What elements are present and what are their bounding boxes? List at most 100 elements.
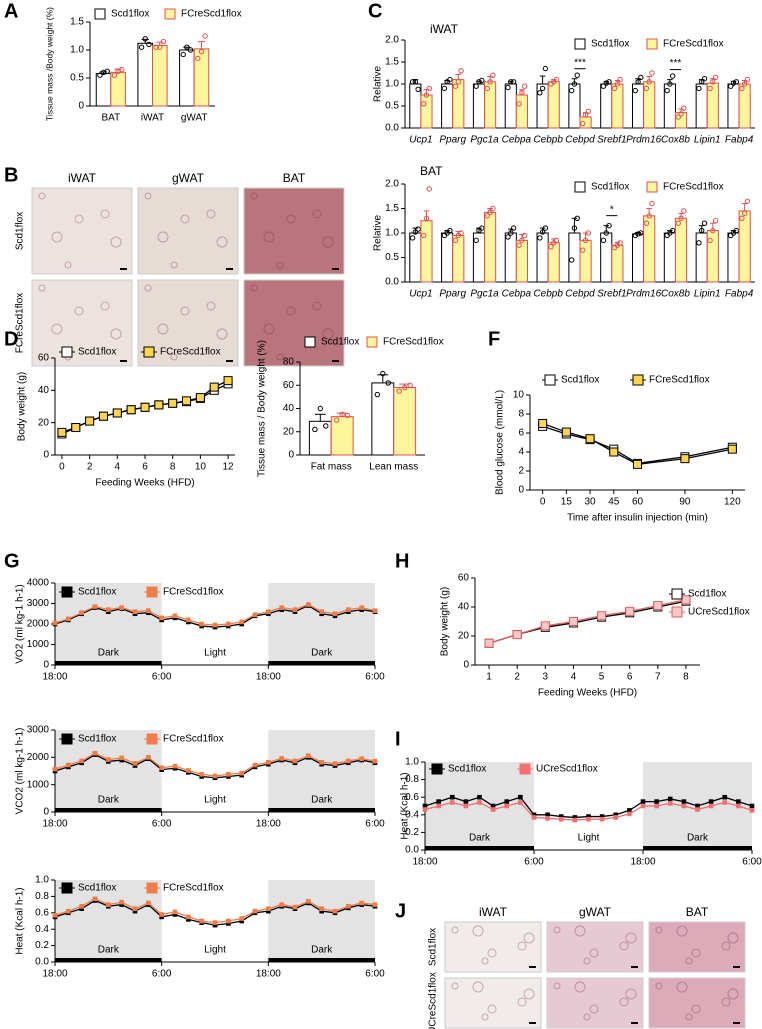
y-tick-label: 2.0 bbox=[385, 35, 399, 46]
data-point bbox=[458, 68, 464, 74]
y-tick-label: 10 bbox=[513, 390, 525, 401]
data-point bbox=[487, 209, 493, 216]
data-point bbox=[707, 85, 713, 92]
marker bbox=[708, 799, 714, 804]
legend-label: FCreScd1flox bbox=[383, 337, 444, 348]
data-point bbox=[522, 83, 528, 89]
y-tick-label: 0.0 bbox=[405, 845, 419, 856]
legend-swatch bbox=[646, 38, 658, 50]
y-tick-label: 0.2 bbox=[405, 827, 419, 838]
dark-bar bbox=[425, 846, 534, 850]
period-label: Dark bbox=[469, 833, 491, 844]
x-tick-label: 10 bbox=[195, 462, 207, 473]
marker bbox=[627, 811, 632, 817]
period-label: Light bbox=[204, 648, 226, 659]
image-row-label: FCreScd1flox bbox=[15, 293, 26, 354]
y-tick-label: 1.5 bbox=[385, 203, 399, 214]
data-point bbox=[441, 85, 448, 92]
bar bbox=[441, 232, 454, 283]
marker bbox=[436, 803, 441, 809]
x-tick-label: Cebpa bbox=[502, 135, 532, 146]
scale-bar bbox=[226, 360, 233, 362]
legend-swatch bbox=[61, 586, 73, 598]
scale-bar bbox=[226, 268, 233, 270]
significance-label: *** bbox=[574, 57, 586, 68]
tissue-texture bbox=[312, 301, 322, 311]
significance-label: * bbox=[610, 204, 614, 215]
x-tick-label: 6:00 bbox=[524, 857, 544, 868]
image-column-label: iWAT bbox=[479, 905, 508, 919]
image-row-label: Scd1flox bbox=[428, 928, 439, 966]
tissue-texture bbox=[144, 284, 152, 292]
bar bbox=[472, 232, 486, 283]
marker bbox=[597, 611, 607, 621]
dark-bar bbox=[55, 958, 162, 962]
marker bbox=[266, 759, 271, 765]
x-tick-label: Prdm16 bbox=[626, 135, 661, 146]
x-tick-label: 6:00 bbox=[365, 819, 385, 830]
x-tick-label: Srebf1 bbox=[597, 135, 626, 146]
marker bbox=[199, 621, 204, 627]
data-point bbox=[138, 44, 145, 50]
marker bbox=[279, 605, 284, 610]
data-point bbox=[585, 230, 592, 236]
data-point bbox=[476, 79, 482, 85]
legend-label: UCreScd1flox bbox=[688, 607, 750, 618]
data-point bbox=[487, 79, 493, 85]
bar bbox=[504, 232, 517, 283]
marker bbox=[708, 803, 714, 809]
legend-label: FCreScd1flox bbox=[163, 734, 224, 745]
marker bbox=[359, 900, 364, 906]
tissue-texture bbox=[322, 328, 334, 340]
x-tick-label: 18:00 bbox=[256, 672, 281, 683]
data-point bbox=[675, 114, 681, 120]
data-point bbox=[119, 66, 125, 73]
scale-bar bbox=[733, 1022, 740, 1024]
data-point bbox=[741, 81, 748, 87]
data-point bbox=[401, 384, 408, 391]
tissue-texture bbox=[263, 231, 275, 243]
data-point bbox=[184, 44, 190, 50]
data-point bbox=[582, 112, 589, 118]
data-point bbox=[574, 72, 580, 78]
marker bbox=[119, 755, 124, 761]
data-point bbox=[696, 85, 702, 92]
x-tick-label: Lean mass bbox=[369, 462, 418, 473]
data-point bbox=[582, 237, 589, 244]
marker bbox=[132, 761, 138, 766]
data-point bbox=[452, 237, 459, 244]
marker bbox=[292, 607, 298, 612]
marker bbox=[146, 755, 151, 760]
bar bbox=[547, 81, 560, 129]
y-tick-label: 0.0 bbox=[35, 957, 49, 968]
x-tick-label: Fabp4 bbox=[725, 289, 754, 300]
data-point bbox=[664, 87, 670, 94]
marker bbox=[332, 761, 338, 766]
dark-bar bbox=[55, 661, 162, 665]
y-tick-label: 2000 bbox=[27, 752, 50, 763]
data-point bbox=[712, 74, 719, 81]
marker bbox=[568, 617, 578, 626]
chart-title: iWAT bbox=[430, 22, 459, 36]
x-tick-label: 18:00 bbox=[630, 857, 655, 868]
marker bbox=[92, 604, 98, 609]
y-tick-label: 1000 bbox=[27, 779, 50, 790]
x-tick-label: gWAT bbox=[181, 113, 208, 124]
x-tick-label: Ucp1 bbox=[409, 135, 432, 146]
dark-period bbox=[268, 880, 375, 962]
image-column-label: BAT bbox=[686, 905, 709, 919]
y-tick-label: 0.5 bbox=[70, 73, 84, 84]
y-tick-label: 0 bbox=[518, 485, 524, 496]
scale-bar bbox=[631, 1022, 638, 1024]
y-tick-label: 1.0 bbox=[405, 757, 419, 768]
tissue-texture bbox=[216, 328, 228, 340]
tissue-texture bbox=[517, 997, 527, 1007]
marker bbox=[599, 816, 605, 822]
data-point bbox=[111, 72, 118, 78]
tissue-texture bbox=[276, 353, 284, 361]
tissue-texture bbox=[312, 209, 322, 219]
data-point bbox=[638, 230, 644, 236]
legend-label: FCreScd1flox bbox=[163, 883, 224, 894]
marker bbox=[212, 920, 218, 925]
